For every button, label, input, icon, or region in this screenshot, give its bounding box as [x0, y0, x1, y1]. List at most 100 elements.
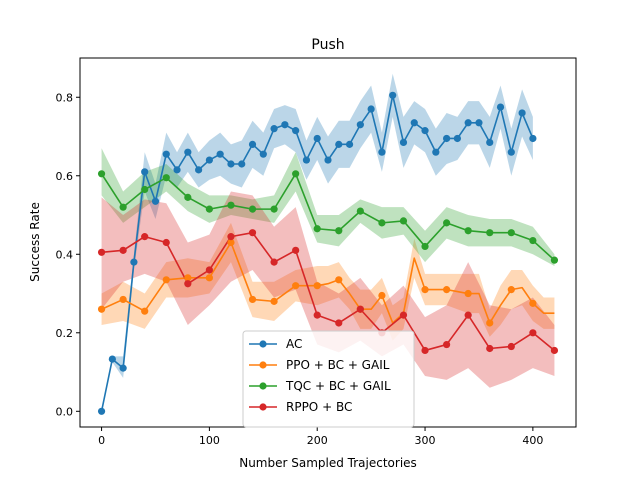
ppo-bc-gail-point [421, 286, 429, 294]
y-axis: 0.0 0.2 0.4 0.6 0.8 [56, 91, 80, 418]
ac-point [173, 166, 181, 174]
rppo-bc-point [550, 346, 559, 355]
rppo-bc-point [335, 319, 343, 327]
chart-title: Push [311, 37, 344, 53]
ac-point [367, 105, 375, 113]
y-tick-label: 0.6 [56, 170, 74, 183]
rppo-bc-line [101, 231, 555, 352]
ppo-bc-gail-point [292, 282, 300, 290]
ppo-bc-gail-point [248, 295, 257, 304]
ac-point [507, 148, 515, 156]
rppo-bc-point [119, 246, 127, 254]
ac-point [345, 140, 354, 148]
ac-point [270, 125, 278, 133]
x-tick-label: 300 [415, 434, 436, 447]
x-tick-label: 200 [307, 434, 328, 447]
ppo-bc-gail-point [335, 276, 343, 284]
tqc-bc-gail-point [421, 242, 429, 251]
ppo-bc-gail-point [227, 238, 235, 247]
ppo-bc-gail-point [486, 319, 494, 327]
rppo-bc-point [486, 344, 494, 353]
ac-point [464, 119, 472, 127]
legend-label-ac: AC [286, 337, 302, 351]
ac-point [238, 160, 246, 168]
rppo-bc-band [101, 191, 555, 388]
legend-marker-ppo-bc-gail [259, 361, 267, 369]
ac-point [141, 168, 149, 176]
ppo-bc-gail-point [378, 291, 386, 300]
series-markers [97, 91, 559, 415]
tqc-bc-gail-point [205, 205, 213, 213]
rppo-bc-point [443, 340, 451, 349]
ac-point [335, 140, 343, 148]
rppo-bc-point [227, 233, 235, 241]
ppo-bc-gail-point [443, 286, 451, 294]
legend-box [242, 330, 415, 428]
ac-point [432, 148, 440, 156]
tqc-bc-gail-point [248, 205, 257, 213]
legend-label-rppo-bc: RPPO + BC [286, 400, 352, 414]
tqc-bc-gail-point [550, 256, 559, 264]
rppo-bc-point [184, 280, 192, 288]
rppo-bc-point [421, 346, 429, 355]
legend-marker-tqc-bc-gail [259, 382, 267, 390]
ac-point [410, 119, 418, 127]
ac-point [97, 407, 106, 415]
tqc-bc-gail-line [100, 173, 555, 261]
ac-point [529, 134, 537, 143]
ppo-bc-gail-band [101, 222, 555, 341]
ppo-bc-gail-point [270, 297, 278, 305]
rppo-bc-point [292, 246, 300, 254]
tqc-bc-gail-point [292, 170, 300, 178]
y-axis-label: Success Rate [28, 202, 42, 282]
tqc-bc-gail-point [378, 219, 386, 227]
rppo-bc-point [162, 238, 170, 247]
tqc-bc-gail-point [356, 207, 364, 215]
rppo-bc-point [205, 266, 213, 274]
tqc-bc-gail-point [443, 219, 451, 227]
ac-point [443, 134, 451, 143]
tqc-bc-gail-point [97, 170, 106, 178]
ac-point [496, 103, 505, 111]
x-tick-label: 100 [199, 434, 220, 447]
tqc-bc-gail-point [507, 229, 515, 237]
ac-point [130, 258, 138, 266]
legend-marker-ac [259, 340, 267, 348]
ppo-bc-gail-point [529, 299, 537, 307]
tqc-bc-gail-point [270, 205, 278, 213]
ppo-bc-gail-point [205, 274, 213, 282]
ppo-bc-gail-point [464, 289, 472, 298]
ac-point [453, 134, 461, 143]
tqc-bc-gail-point [162, 174, 170, 182]
ac-point [216, 150, 224, 158]
y-tick-label: 0.8 [56, 91, 74, 104]
tqc-bc-gail-point [399, 217, 408, 225]
ppo-bc-gail-point [97, 305, 106, 313]
tqc-bc-gail-point [464, 227, 472, 235]
tqc-bc-gail-point [335, 227, 343, 235]
rppo-bc-point [507, 342, 515, 351]
tqc-bc-gail-band [101, 148, 555, 267]
y-tick-label: 0.2 [56, 327, 74, 340]
ac-point [108, 355, 116, 363]
ac-point [205, 156, 213, 164]
ac-point [227, 160, 235, 168]
ac-point [475, 119, 483, 127]
ac-point [248, 140, 257, 148]
ppo-bc-gail-point [184, 274, 192, 282]
tqc-bc-gail-point [184, 193, 192, 201]
rppo-bc-point [248, 229, 257, 237]
ac-point [378, 148, 386, 156]
rppo-bc-point [270, 258, 278, 266]
tqc-bc-gail-point [529, 236, 537, 245]
ac-point [518, 109, 526, 117]
tqc-bc-gail-point [119, 203, 127, 211]
rppo-bc-point [529, 329, 537, 337]
ac-point [184, 148, 192, 156]
legend: AC PPO + BC + GAIL TQC + BC + GAIL RPPO + B… [242, 330, 415, 428]
rppo-bc-point [141, 233, 149, 241]
ppo-bc-gail-point [162, 276, 170, 284]
legend-marker-rppo-bc [259, 403, 267, 411]
legend-label-ppo-bc-gail: PPO + BC + GAIL [286, 358, 390, 372]
